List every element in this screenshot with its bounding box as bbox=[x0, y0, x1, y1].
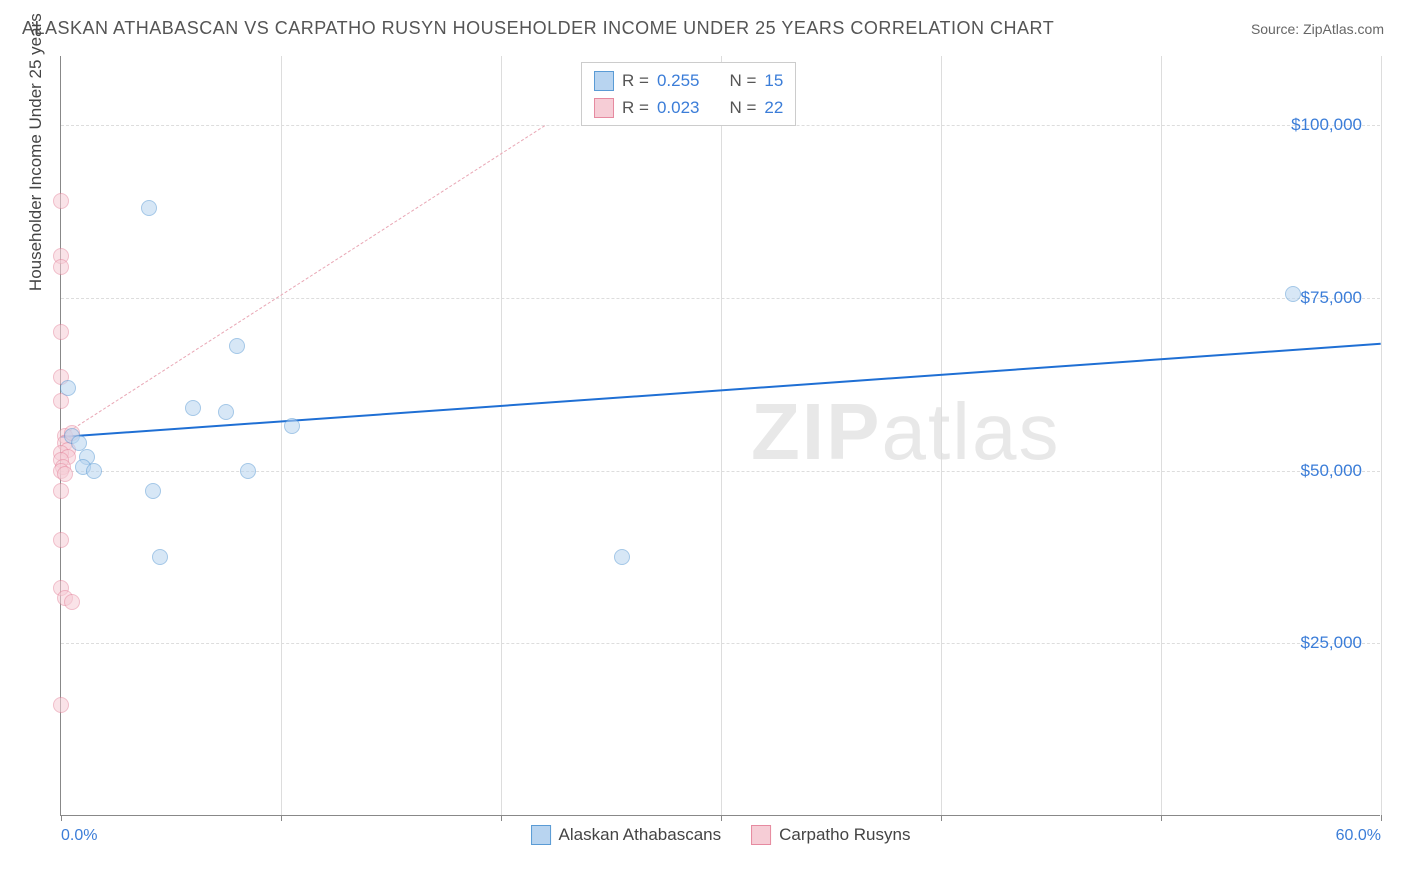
y-tick-label: $50,000 bbox=[1301, 461, 1362, 481]
x-tick-mark bbox=[1161, 815, 1162, 821]
data-point bbox=[57, 466, 73, 482]
x-tick-mark bbox=[281, 815, 282, 821]
gridline-vertical bbox=[281, 56, 282, 815]
data-point bbox=[53, 697, 69, 713]
data-point bbox=[53, 483, 69, 499]
data-point bbox=[53, 259, 69, 275]
watermark: ZIPatlas bbox=[751, 386, 1060, 478]
data-point bbox=[145, 483, 161, 499]
series-legend: Alaskan Athabascans Carpatho Rusyns bbox=[531, 825, 911, 845]
gridline-vertical bbox=[721, 56, 722, 815]
source-name: ZipAtlas.com bbox=[1303, 21, 1384, 37]
data-point bbox=[53, 532, 69, 548]
legend-swatch bbox=[531, 825, 551, 845]
data-point bbox=[53, 324, 69, 340]
r-value: 0.023 bbox=[657, 94, 700, 121]
data-point bbox=[218, 404, 234, 420]
n-value: 22 bbox=[764, 94, 783, 121]
watermark-light: atlas bbox=[881, 387, 1060, 476]
data-point bbox=[53, 393, 69, 409]
legend-swatch bbox=[751, 825, 771, 845]
legend-item: Carpatho Rusyns bbox=[751, 825, 910, 845]
chart-title: ALASKAN ATHABASCAN VS CARPATHO RUSYN HOU… bbox=[22, 18, 1054, 39]
n-value: 15 bbox=[764, 67, 783, 94]
correlation-legend: R = 0.255 N = 15 R = 0.023 N = 22 bbox=[581, 62, 796, 126]
data-point bbox=[240, 463, 256, 479]
x-tick-mark bbox=[941, 815, 942, 821]
plot-area: ZIPatlas $25,000 $50,000 $75,000 $100,000 0.… bbox=[60, 56, 1380, 816]
x-tick-mark bbox=[721, 815, 722, 821]
n-label: N = bbox=[729, 67, 756, 94]
x-tick-mark bbox=[501, 815, 502, 821]
n-label: N = bbox=[729, 94, 756, 121]
gridline-vertical bbox=[941, 56, 942, 815]
title-bar: ALASKAN ATHABASCAN VS CARPATHO RUSYN HOU… bbox=[22, 18, 1384, 39]
x-tick-label: 0.0% bbox=[61, 827, 97, 845]
x-tick-mark bbox=[61, 815, 62, 821]
legend-label: Alaskan Athabascans bbox=[559, 825, 722, 845]
data-point bbox=[60, 380, 76, 396]
legend-item: Alaskan Athabascans bbox=[531, 825, 722, 845]
data-point bbox=[284, 418, 300, 434]
data-point bbox=[86, 463, 102, 479]
gridline-vertical bbox=[501, 56, 502, 815]
data-point bbox=[1285, 286, 1301, 302]
r-label: R = bbox=[622, 94, 649, 121]
legend-label: Carpatho Rusyns bbox=[779, 825, 910, 845]
data-point bbox=[53, 193, 69, 209]
source-prefix: Source: bbox=[1251, 21, 1303, 37]
data-point bbox=[152, 549, 168, 565]
source-label: Source: ZipAtlas.com bbox=[1251, 21, 1384, 37]
trend-line bbox=[61, 125, 546, 437]
y-tick-label: $75,000 bbox=[1301, 288, 1362, 308]
legend-row: R = 0.255 N = 15 bbox=[594, 67, 783, 94]
r-value: 0.255 bbox=[657, 67, 700, 94]
gridline-vertical bbox=[1161, 56, 1162, 815]
x-tick-mark bbox=[1381, 815, 1382, 821]
data-point bbox=[229, 338, 245, 354]
y-tick-label: $25,000 bbox=[1301, 633, 1362, 653]
y-tick-label: $100,000 bbox=[1291, 115, 1362, 135]
y-axis-title: Householder Income Under 25 years bbox=[26, 13, 46, 291]
legend-swatch bbox=[594, 71, 614, 91]
data-point bbox=[185, 400, 201, 416]
data-point bbox=[614, 549, 630, 565]
data-point bbox=[141, 200, 157, 216]
legend-row: R = 0.023 N = 22 bbox=[594, 94, 783, 121]
watermark-bold: ZIP bbox=[751, 387, 881, 476]
data-point bbox=[64, 594, 80, 610]
gridline-vertical bbox=[1381, 56, 1382, 815]
x-tick-label: 60.0% bbox=[1336, 827, 1381, 845]
r-label: R = bbox=[622, 67, 649, 94]
legend-swatch bbox=[594, 98, 614, 118]
